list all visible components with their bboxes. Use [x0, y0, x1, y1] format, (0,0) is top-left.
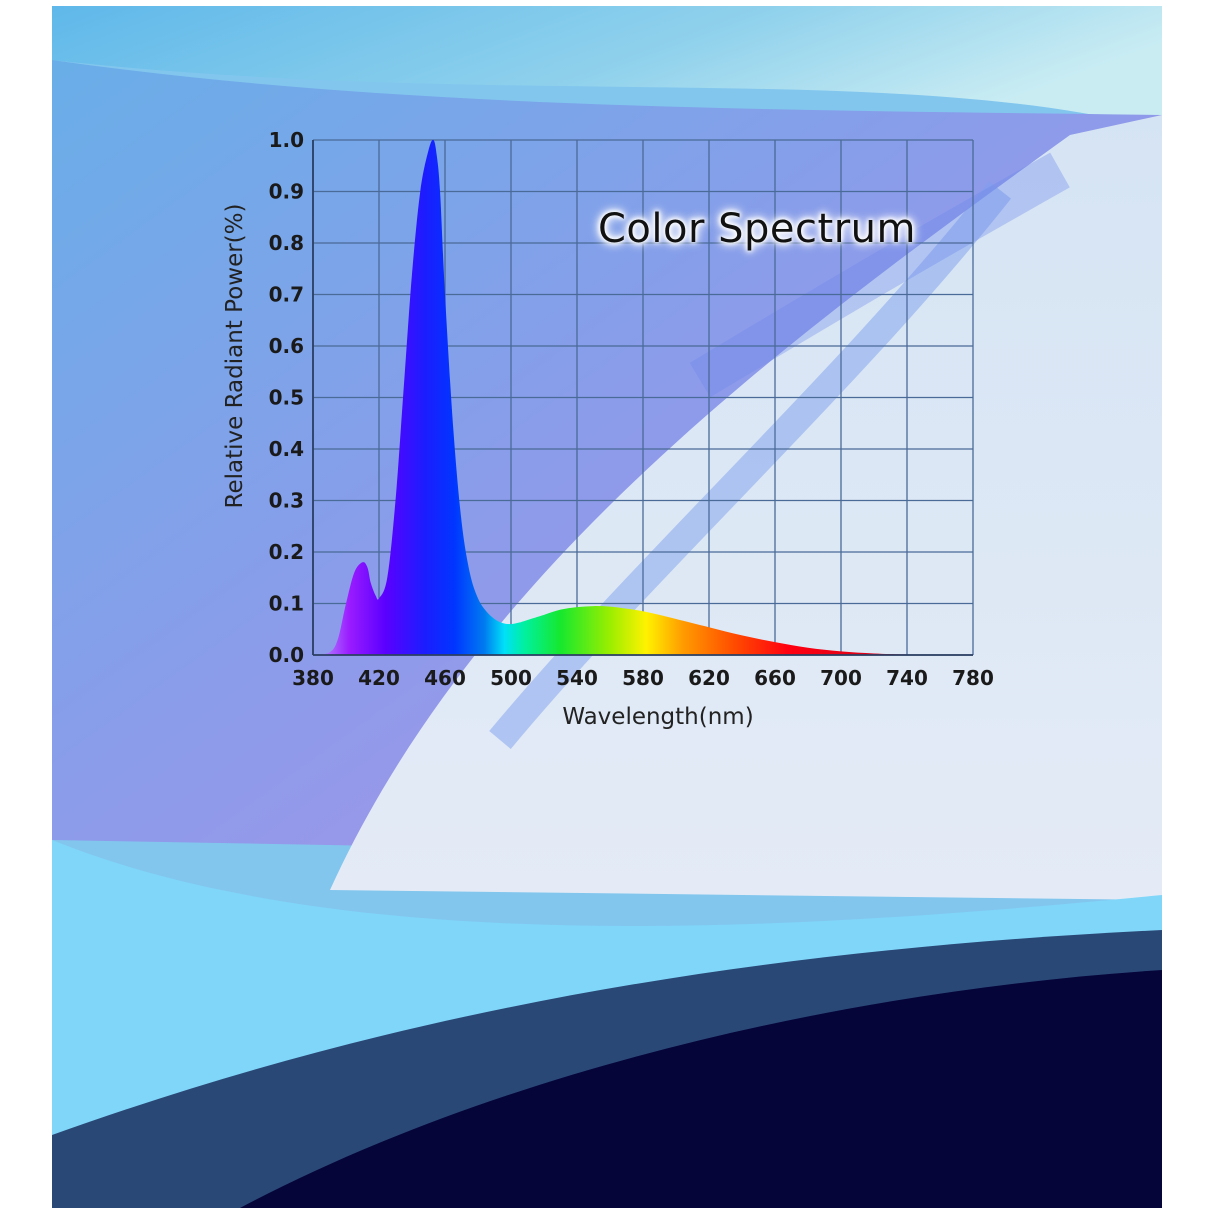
x-tick-label: 660 — [754, 666, 796, 690]
y-tick-labels: 0.0 0.1 0.2 0.3 0.4 0.5 0.6 0.7 0.8 0.9 1.0 — [269, 128, 304, 667]
y-tick-label: 0.4 — [269, 437, 304, 461]
x-tick-label: 580 — [622, 666, 664, 690]
y-tick-label: 0.2 — [269, 540, 304, 564]
x-tick-labels: 380 420 460 500 540 580 620 660 700 740 780 — [292, 666, 994, 690]
x-tick-label: 420 — [358, 666, 400, 690]
y-tick-label: 0.1 — [269, 592, 304, 616]
x-tick-label: 460 — [424, 666, 466, 690]
x-tick-label: 780 — [952, 666, 994, 690]
y-tick-label: 0.9 — [269, 180, 304, 204]
y-axis-label: Relative Radiant Power(%) — [222, 204, 248, 509]
chart-axes — [312, 140, 973, 656]
y-tick-label: 0.8 — [269, 231, 304, 255]
x-tick-label: 620 — [688, 666, 730, 690]
y-tick-label: 0.7 — [269, 283, 304, 307]
x-tick-label: 380 — [292, 666, 334, 690]
y-tick-label: 1.0 — [269, 128, 304, 152]
background-decoration — [52, 6, 1162, 1208]
chart-title: Color Spectrum — [598, 206, 916, 252]
y-tick-label: 0.0 — [269, 643, 304, 667]
x-tick-label: 740 — [886, 666, 928, 690]
y-tick-label: 0.5 — [269, 386, 304, 410]
spectrum-area — [313, 139, 924, 655]
y-tick-label: 0.3 — [269, 489, 304, 513]
x-tick-label: 500 — [490, 666, 532, 690]
x-tick-label: 540 — [556, 666, 598, 690]
x-axis-label: Wavelength(nm) — [562, 704, 753, 730]
y-tick-label: 0.6 — [269, 334, 304, 358]
x-tick-label: 700 — [820, 666, 862, 690]
